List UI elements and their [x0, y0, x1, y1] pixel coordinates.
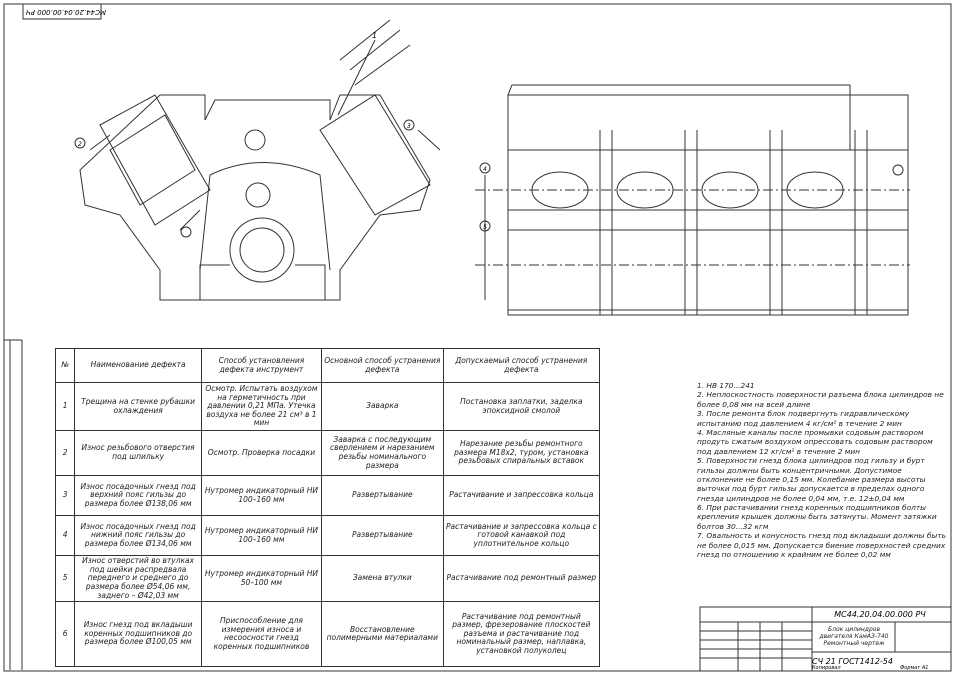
- header-cell: Основной способ устранения дефекта: [320, 348, 444, 383]
- table-cell: Трещина на стенке рубашки охлаждения: [74, 382, 202, 431]
- table-cell: Развертывание: [320, 515, 444, 556]
- table-cell: Нутромер индикаторный НИ 100–160 мм: [200, 515, 322, 556]
- table-cell: 4: [54, 515, 76, 556]
- table-cell: Замена втулки: [320, 554, 444, 603]
- table-row: 1 Трещина на стенке рубашки охлаждения Осм…: [54, 382, 601, 431]
- table-row: 4 Износ посадочных гнезд под нижний пояс …: [54, 515, 601, 556]
- notes: 1. НВ 170...241 2. Неплоскостность поверх…: [697, 381, 947, 559]
- table-cell: Износ гнезд под вкладыши коренных подшип…: [74, 601, 202, 668]
- note: 4. Масляные каналы после промывки содовы…: [697, 427, 933, 456]
- title-material: СЧ 21 ГОСТ1412-54: [812, 657, 893, 666]
- title-format: Формат А1: [900, 665, 928, 671]
- longitudinal-view: [475, 84, 910, 316]
- table-cell: Осмотр. Проверка посадки: [200, 430, 322, 476]
- frame: [3, 3, 952, 672]
- note: 5. Поверхности гнезд блока цилиндров под…: [697, 456, 926, 503]
- table-cell: Износ резьбового отверстия под шпильку: [74, 430, 202, 476]
- table-cell: Износ посадочных гнезд под верхний пояс …: [74, 475, 202, 516]
- drawing-label: 2: [78, 141, 82, 148]
- header-cell: Способ установления дефекта инструмент: [200, 348, 322, 383]
- table-cell: 5: [54, 554, 76, 603]
- table-cell: Приспособление для измерения износа и не…: [200, 601, 322, 668]
- table-cell: Нарезание резьбы ремонтного размера М18х…: [442, 430, 601, 476]
- stamp-box: [22, 3, 102, 20]
- table-cell: Развертывание: [320, 475, 444, 516]
- table-cell: 3: [54, 475, 76, 516]
- header-cell: Допускаемый способ устранения дефекта: [442, 348, 601, 383]
- table-cell: Износ посадочных гнезд под нижний пояс г…: [74, 515, 202, 556]
- table-cell: 1: [54, 382, 76, 431]
- cross-section-view: [74, 19, 441, 301]
- table-cell: Осмотр. Испытать воздухом на герметичнос…: [200, 382, 322, 431]
- table-row: 2 Износ резьбового отверстия под шпильку О…: [54, 430, 601, 476]
- header-row: № Наименование дефекта Способ установления…: [54, 348, 601, 383]
- title-code: МС44.20.04.00.000 РЧ: [834, 610, 926, 619]
- table-cell: Износ отверстий во втулках под шейки рас…: [74, 554, 202, 603]
- drawing-label: 3: [407, 123, 411, 130]
- table-cell: Растачивание под ремонтный размер, фрезе…: [442, 601, 601, 668]
- table-row: 5 Износ отверстий во втулках под шейки ра…: [54, 554, 601, 603]
- table-cell: Растачивание под ремонтный размер: [442, 554, 601, 603]
- table-cell: Растачивание и запрессовка кольца с гото…: [442, 515, 601, 556]
- note: 2. Неплоскостность поверхности разъема б…: [697, 390, 944, 409]
- defect-table: № Наименование дефекта Способ установления…: [54, 348, 601, 668]
- table-cell: Заварка: [320, 382, 444, 431]
- table-cell: Нутромер индикаторный НИ 100–160 мм: [200, 475, 322, 516]
- header-cell: №: [54, 348, 76, 383]
- table-cell: 6: [54, 601, 76, 668]
- stamp-text: МС44.20.04.00.000 РЧ: [26, 8, 106, 16]
- table-cell: Нутромер индикаторный НИ 50–100 мм: [200, 554, 322, 603]
- table-cell: Постановка заплатки, заделка эпоксидной …: [442, 382, 601, 431]
- table-cell: 2: [54, 430, 76, 476]
- note: 3. После ремонта блок подвергнуть гидрав…: [697, 409, 910, 428]
- note: 7. Овальность и конусность гнезд под вкл…: [697, 531, 946, 560]
- header-cell: Наименование дефекта: [74, 348, 202, 383]
- table-row: 6 Износ гнезд под вкладыши коренных подши…: [54, 601, 601, 668]
- drawing-label: 4: [483, 166, 487, 173]
- drawing-label: 1: [372, 31, 377, 40]
- table-cell: Восстановление полимерными материалами: [320, 601, 444, 668]
- note: 6. При растачивании гнезд коренных подши…: [697, 503, 937, 531]
- title-block: [699, 606, 952, 672]
- title-name: Блок цилиндров двигателя КамАЗ-740 Ремон…: [819, 626, 889, 648]
- table-cell: Растачивание и запрессовка кольца: [442, 475, 601, 516]
- drawing-label: 5: [483, 224, 487, 231]
- title-copied: Копировал: [812, 665, 841, 671]
- table-row: 3 Износ посадочных гнезд под верхний пояс…: [54, 475, 601, 516]
- table-cell: Заварка с последующим сверлением и нарез…: [320, 430, 444, 476]
- note: 1. НВ 170...241: [697, 381, 755, 390]
